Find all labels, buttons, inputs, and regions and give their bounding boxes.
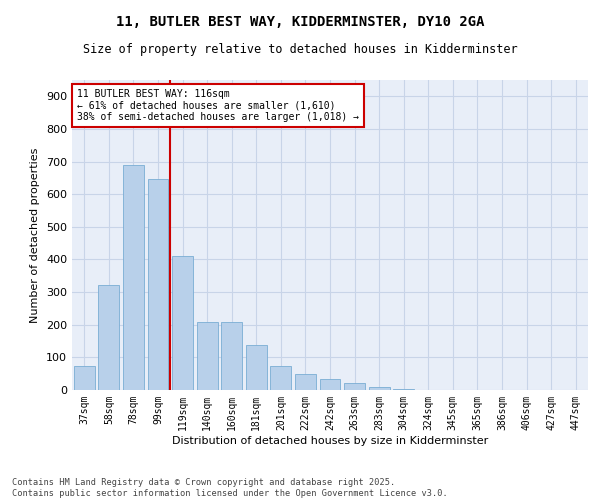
Bar <box>148 179 169 390</box>
Bar <box>320 379 340 390</box>
Text: 11 BUTLER BEST WAY: 116sqm
← 61% of detached houses are smaller (1,610)
38% of s: 11 BUTLER BEST WAY: 116sqm ← 61% of deta… <box>77 90 359 122</box>
Bar <box>271 366 292 390</box>
Bar <box>295 374 316 390</box>
Bar <box>197 322 218 390</box>
Bar <box>123 165 144 390</box>
Bar <box>393 389 414 390</box>
Text: 11, BUTLER BEST WAY, KIDDERMINSTER, DY10 2GA: 11, BUTLER BEST WAY, KIDDERMINSTER, DY10… <box>116 15 484 29</box>
Bar <box>246 345 267 390</box>
Bar <box>344 383 365 390</box>
Bar <box>368 386 389 390</box>
X-axis label: Distribution of detached houses by size in Kidderminster: Distribution of detached houses by size … <box>172 436 488 446</box>
Bar <box>74 366 95 390</box>
Bar <box>98 284 119 390</box>
Text: Contains HM Land Registry data © Crown copyright and database right 2025.
Contai: Contains HM Land Registry data © Crown c… <box>12 478 448 498</box>
Text: Size of property relative to detached houses in Kidderminster: Size of property relative to detached ho… <box>83 42 517 56</box>
Bar <box>172 256 193 390</box>
Y-axis label: Number of detached properties: Number of detached properties <box>31 148 40 322</box>
Bar <box>221 322 242 390</box>
